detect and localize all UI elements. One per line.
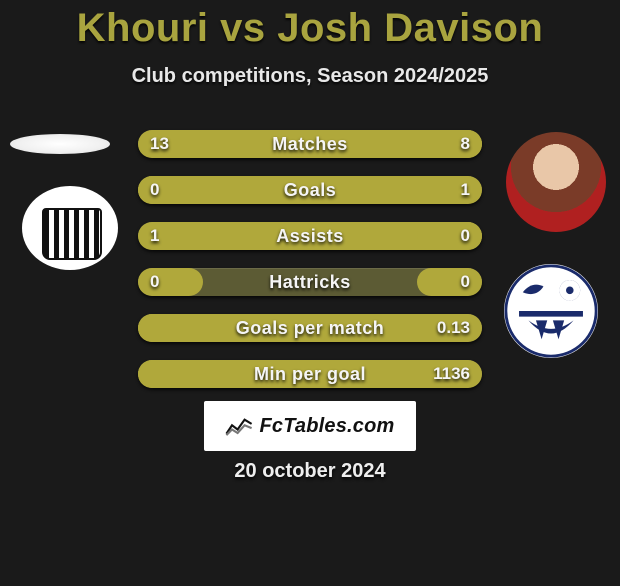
- stat-label: Min per goal: [138, 360, 482, 388]
- player-right-avatar: [506, 132, 606, 232]
- stat-row: 0.13Goals per match: [138, 314, 482, 342]
- branding-label: FcTables.com: [259, 415, 394, 438]
- stat-label: Hattricks: [138, 268, 482, 296]
- stat-row: 138Matches: [138, 130, 482, 158]
- page-title: Khouri vs Josh Davison: [0, 6, 620, 51]
- branding-logo-icon: [225, 415, 253, 437]
- page-subtitle: Club competitions, Season 2024/2025: [0, 65, 620, 88]
- club-right-badge: [504, 264, 598, 358]
- stat-row: 00Hattricks: [138, 268, 482, 296]
- generated-date: 20 october 2024: [0, 460, 620, 483]
- stat-label: Assists: [138, 222, 482, 250]
- stat-label: Matches: [138, 130, 482, 158]
- stats-comparison: 138Matches 01Goals 10Assists 00Hattricks 0.1…: [138, 130, 482, 406]
- stat-label: Goals: [138, 176, 482, 204]
- branding-box[interactable]: FcTables.com: [204, 401, 416, 451]
- stat-row: 1136Min per goal: [138, 360, 482, 388]
- club-left-badge: [22, 186, 118, 270]
- stat-row: 01Goals: [138, 176, 482, 204]
- stat-label: Goals per match: [138, 314, 482, 342]
- player-left-avatar: [10, 134, 110, 154]
- stat-row: 10Assists: [138, 222, 482, 250]
